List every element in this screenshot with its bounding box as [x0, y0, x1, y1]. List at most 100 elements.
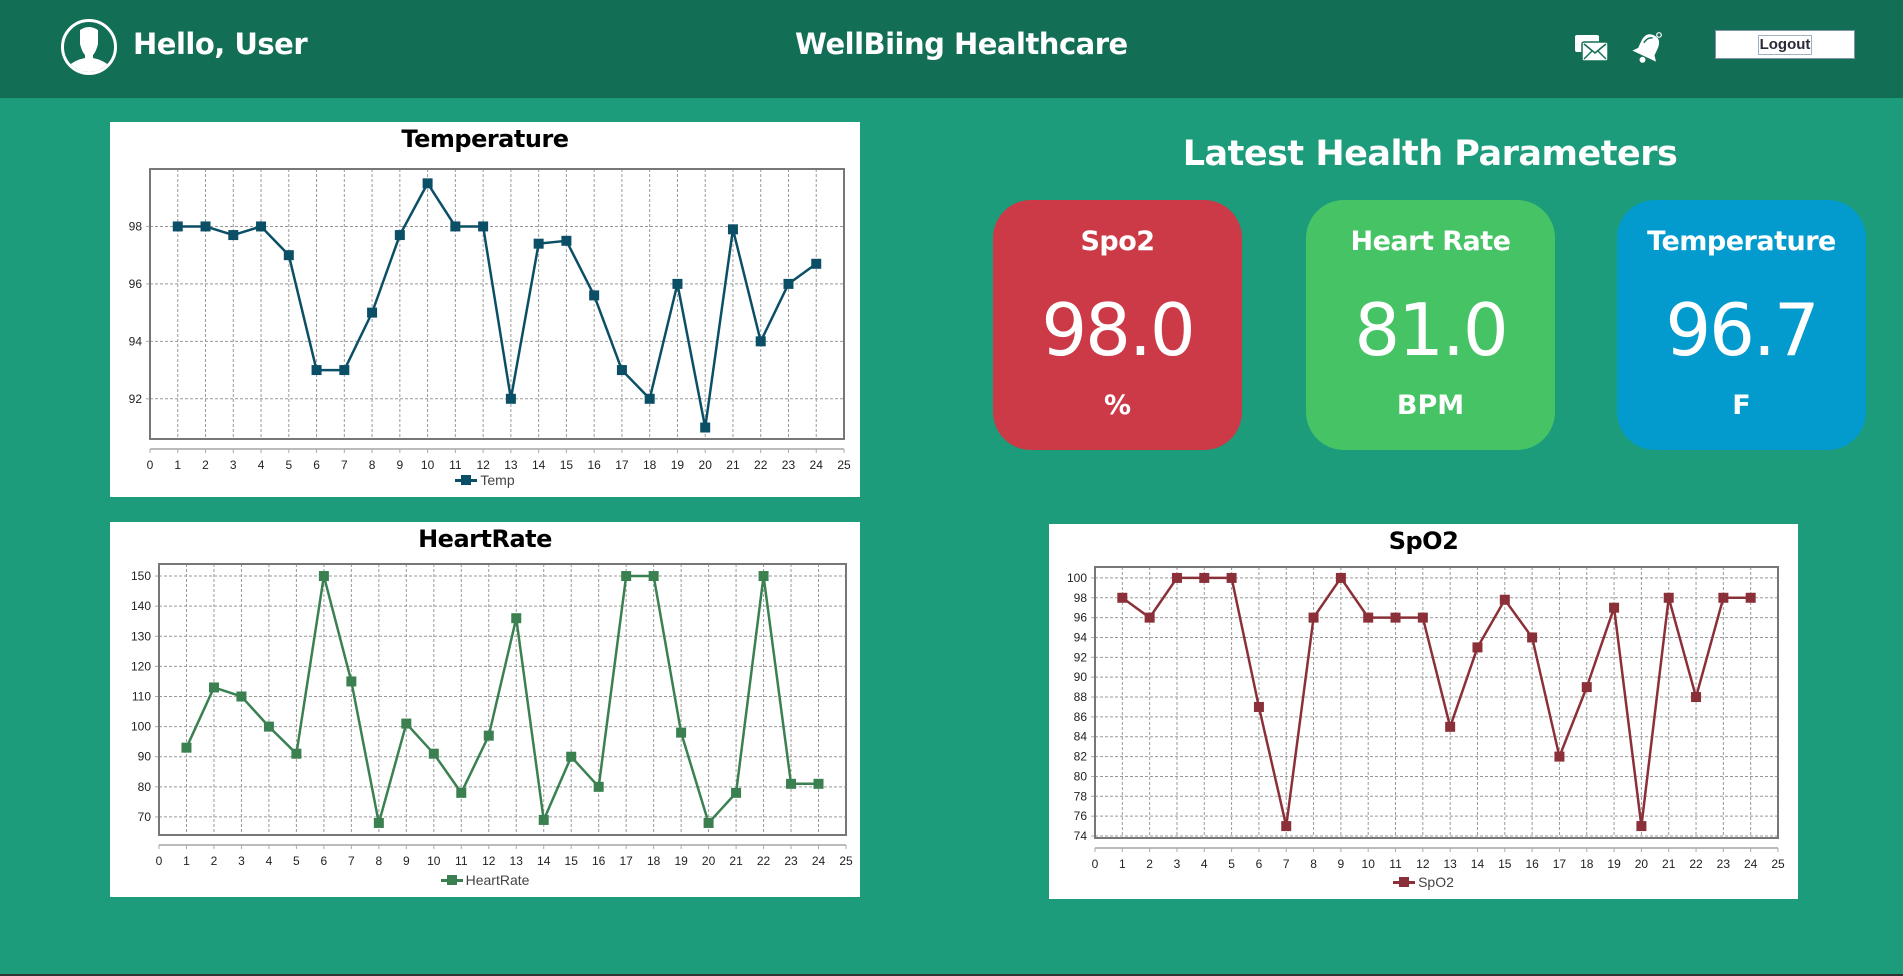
svg-text:2: 2: [211, 854, 218, 868]
svg-text:0: 0: [147, 458, 154, 472]
svg-text:17: 17: [615, 458, 629, 472]
svg-text:25: 25: [1771, 857, 1785, 871]
svg-text:2: 2: [202, 458, 209, 472]
svg-text:22: 22: [1689, 857, 1703, 871]
temperature-card-value: 96.7: [1665, 288, 1819, 372]
svg-text:96: 96: [129, 277, 143, 291]
heart-rate-card-unit: BPM: [1396, 390, 1465, 421]
svg-text:84: 84: [1074, 730, 1088, 744]
svg-text:94: 94: [1074, 630, 1088, 644]
svg-text:11: 11: [449, 458, 462, 472]
svg-text:7: 7: [1283, 857, 1290, 871]
svg-text:2: 2: [1146, 857, 1153, 871]
svg-text:130: 130: [131, 629, 151, 643]
svg-text:98: 98: [1074, 591, 1088, 605]
svg-text:82: 82: [1074, 750, 1088, 764]
svg-text:70: 70: [138, 810, 152, 824]
svg-text:86: 86: [1074, 710, 1088, 724]
svg-text:9: 9: [396, 458, 403, 472]
temperature-card-unit: F: [1732, 390, 1751, 421]
svg-text:24: 24: [812, 854, 826, 868]
app-title: WellBiing Healthcare: [795, 27, 1128, 61]
legend-label: SpO2: [1418, 874, 1454, 890]
svg-text:0: 0: [1092, 857, 1099, 871]
svg-text:15: 15: [1498, 857, 1512, 871]
svg-text:4: 4: [258, 458, 265, 472]
header-bar: Hello, User WellBiing Healthcare Logout: [0, 0, 1903, 98]
svg-text:4: 4: [266, 854, 273, 868]
svg-text:18: 18: [1580, 857, 1594, 871]
svg-text:3: 3: [230, 458, 237, 472]
user-avatar-icon[interactable]: [60, 18, 118, 76]
svg-text:17: 17: [1553, 857, 1567, 871]
svg-text:90: 90: [1074, 670, 1088, 684]
svg-text:24: 24: [1744, 857, 1758, 871]
legend-swatch-icon: [1393, 877, 1416, 887]
legend-label: HeartRate: [465, 872, 530, 888]
svg-text:12: 12: [1416, 857, 1430, 871]
svg-text:24: 24: [810, 458, 824, 472]
svg-text:10: 10: [421, 458, 435, 472]
temperature-chart-title: Temperature: [401, 125, 569, 153]
logout-button[interactable]: Logout: [1715, 30, 1855, 59]
greeting-text: Hello, User: [133, 27, 308, 61]
svg-text:19: 19: [671, 458, 685, 472]
svg-text:9: 9: [1338, 857, 1345, 871]
svg-text:5: 5: [293, 854, 300, 868]
svg-text:8: 8: [1310, 857, 1317, 871]
spo2-card-label: Spo2: [1080, 226, 1155, 257]
svg-text:78: 78: [1074, 789, 1088, 803]
svg-text:10: 10: [427, 854, 441, 868]
heart-rate-card-value: 81.0: [1354, 288, 1508, 372]
svg-text:1: 1: [183, 854, 190, 868]
svg-text:9: 9: [403, 854, 410, 868]
svg-text:5: 5: [285, 458, 292, 472]
svg-text:17: 17: [619, 854, 633, 868]
svg-text:6: 6: [1256, 857, 1263, 871]
svg-text:3: 3: [238, 854, 245, 868]
notification-bell-icon[interactable]: [1630, 30, 1666, 66]
svg-text:7: 7: [341, 458, 348, 472]
spo2-card-value: 98.0: [1041, 288, 1195, 372]
svg-text:25: 25: [837, 458, 851, 472]
svg-text:8: 8: [375, 854, 382, 868]
svg-text:80: 80: [138, 780, 152, 794]
svg-text:88: 88: [1074, 690, 1088, 704]
heartrate-chart-title: HeartRate: [418, 525, 552, 553]
logout-label: Logout: [1757, 34, 1813, 55]
svg-text:21: 21: [726, 458, 740, 472]
svg-text:23: 23: [784, 854, 798, 868]
svg-text:23: 23: [1717, 857, 1731, 871]
svg-text:140: 140: [131, 599, 151, 613]
svg-text:12: 12: [476, 458, 490, 472]
svg-text:4: 4: [1201, 857, 1208, 871]
messages-icon[interactable]: [1574, 33, 1610, 63]
svg-text:98: 98: [129, 219, 143, 233]
spo2-card-unit: %: [1103, 390, 1132, 421]
svg-text:20: 20: [702, 854, 716, 868]
svg-text:150: 150: [131, 569, 151, 583]
svg-text:92: 92: [1074, 650, 1088, 664]
spo2-chart-panel: SpO2 74 76 78 80 82 84 86 88 90 92 94 96 98 100 0 1 2 3 4 5…: [1049, 524, 1798, 899]
legend-swatch-icon: [440, 875, 463, 885]
svg-text:16: 16: [1525, 857, 1539, 871]
svg-text:1: 1: [174, 458, 181, 472]
svg-text:14: 14: [1471, 857, 1485, 871]
svg-text:20: 20: [699, 458, 713, 472]
svg-text:15: 15: [565, 854, 579, 868]
svg-text:94: 94: [129, 334, 143, 348]
svg-text:1: 1: [1119, 857, 1126, 871]
svg-text:25: 25: [839, 854, 853, 868]
svg-text:3: 3: [1174, 857, 1181, 871]
spo2-card: Spo2 98.0 %: [993, 200, 1242, 450]
heart-rate-card-label: Heart Rate: [1350, 226, 1511, 257]
heartrate-chart-legend: HeartRate: [110, 872, 860, 888]
svg-text:22: 22: [754, 458, 768, 472]
heartrate-chart-panel: HeartRate 70 80 90 100 110 120 130 140 150 0 1 2 3 4 5…: [110, 522, 860, 897]
temperature-card-label: Temperature: [1647, 226, 1836, 257]
svg-text:110: 110: [132, 689, 151, 703]
svg-text:22: 22: [757, 854, 771, 868]
svg-text:13: 13: [1443, 857, 1457, 871]
